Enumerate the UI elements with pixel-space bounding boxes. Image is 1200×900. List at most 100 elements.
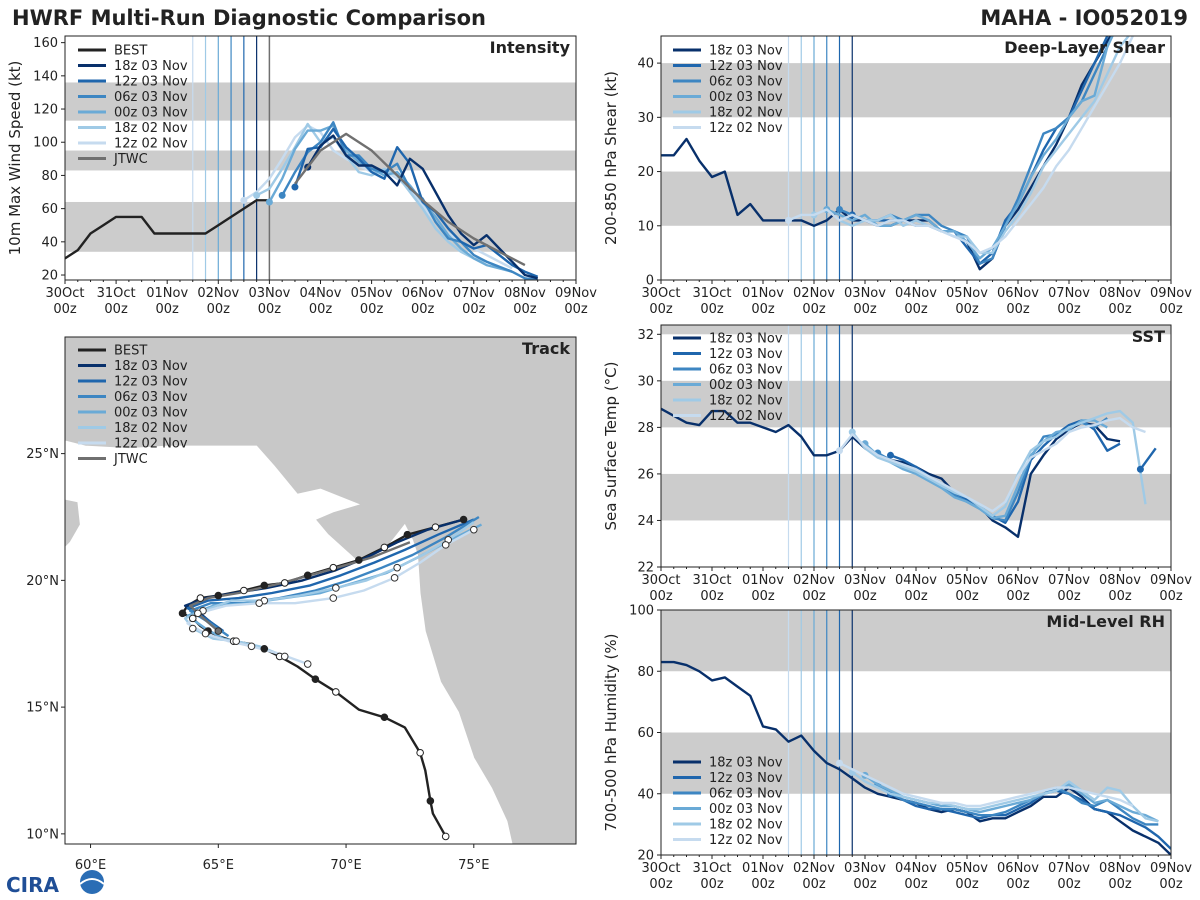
track-point-best <box>441 832 450 841</box>
track-point-12z-02-nov <box>194 609 202 618</box>
shaded-band-0 <box>661 732 1171 794</box>
y-tick-label: 0 <box>646 274 654 289</box>
rh-panel: 30Oct00z31Oct00z01Nov00z02Nov00z03Nov00z… <box>602 604 1192 893</box>
y-tick-label: 30 <box>637 374 654 389</box>
x-tick-label: 01Nov <box>742 573 784 588</box>
x-tick-label: 09Nov <box>1150 286 1192 301</box>
track-point-18z-02-nov <box>232 637 240 646</box>
series-line-18z-02-nov <box>851 771 1159 823</box>
y-tick-label: 40 <box>637 787 654 802</box>
legend-label-18z-03-nov: 18z 03 Nov <box>709 332 783 347</box>
track-point-18z-02-nov <box>188 624 197 633</box>
legend-label-jtwc: JTWC <box>113 452 148 467</box>
x-tick-label: 06Nov <box>997 573 1039 588</box>
y-tick-label: 20 <box>637 849 654 864</box>
shaded-band-1 <box>661 610 1171 672</box>
x-tick-label: 31Oct <box>692 286 731 301</box>
x-tick-label: 30Oct <box>45 286 84 301</box>
panel-title: Mid-Level RH <box>1046 612 1165 631</box>
legend-label-00z-03-nov: 00z 03 Nov <box>114 106 188 121</box>
y-axis-label: 10m Max Wind Speed (kt) <box>6 61 24 256</box>
track-point-12z-02-nov <box>201 629 210 638</box>
y-tick-label: 20 <box>41 269 58 284</box>
y-tick-label: 120 <box>33 103 58 118</box>
track-point-best <box>303 571 312 580</box>
x-tick-label: 00z <box>853 589 877 604</box>
x-tick-label: 02Nov <box>793 861 835 876</box>
x-tick-label: 06Nov <box>997 861 1039 876</box>
y-tick-label: 40 <box>41 235 58 250</box>
y-tick-label: 140 <box>33 69 58 84</box>
x-tick-label: 04Nov <box>895 573 937 588</box>
track-point-best <box>431 523 440 531</box>
panel-title: Deep-Layer Shear <box>1004 38 1165 57</box>
y-tick-label: 20 <box>637 165 654 180</box>
x-tick-label: 30Oct <box>641 286 680 301</box>
x-tick-label: 08Nov <box>1099 861 1141 876</box>
legend-label-12z-03-nov: 12z 03 Nov <box>709 347 783 362</box>
track-point-12z-02-nov <box>470 525 478 534</box>
series-start-marker-06z-03-nov <box>836 206 843 214</box>
series-line-18z-02-nov <box>851 409 1147 517</box>
x-tick-label: 01Nov <box>146 286 188 301</box>
x-tick-label: 00z <box>1159 302 1183 317</box>
series-start-marker-12z-02-nov <box>240 196 248 204</box>
x-tick-label: 30Oct <box>641 861 680 876</box>
x-tick-label: 01Nov <box>742 286 784 301</box>
y-tick-label: 100 <box>33 136 58 151</box>
y-tick-label: 80 <box>637 665 654 680</box>
x-tick-label: 07Nov <box>1048 286 1090 301</box>
track-point-best <box>355 556 363 564</box>
x-tick-label: 00z <box>802 302 826 317</box>
shaded-band-2 <box>661 325 1171 335</box>
figure-title: HWRF Multi-Run Diagnostic Comparison <box>12 6 486 30</box>
lon-tick-label: 65°E <box>203 858 234 873</box>
x-tick-label: 04Nov <box>300 286 342 301</box>
track-point-12z-02-nov <box>247 642 256 651</box>
logo-swoosh-icon <box>79 878 105 885</box>
x-tick-label: 06Nov <box>997 286 1039 301</box>
legend-label-12z-03-nov: 12z 03 Nov <box>114 75 188 90</box>
track-point-best <box>380 543 389 552</box>
plot-area <box>661 610 1171 855</box>
series-start-marker-00z-03-nov <box>265 198 273 206</box>
track-point-best <box>426 797 435 805</box>
track-point-best <box>403 530 412 539</box>
lon-tick-label: 75°E <box>458 858 489 873</box>
x-tick-label: 31Oct <box>692 861 731 876</box>
x-tick-label: 00z <box>700 589 724 604</box>
x-tick-label: 00z <box>1057 877 1081 892</box>
lat-tick-label: 10°N <box>26 827 59 842</box>
x-tick-label: 01Nov <box>742 861 784 876</box>
plot-area <box>661 325 1171 567</box>
x-tick-label: 07Nov <box>1048 861 1090 876</box>
x-tick-label: 03Nov <box>844 861 886 876</box>
series-start-marker-12z-03-nov <box>887 451 894 459</box>
x-tick-label: 00z <box>649 877 673 892</box>
series-line-12z-02-nov <box>788 36 1134 255</box>
series-line-12z-02-nov <box>838 762 1134 808</box>
logo-globe-icon <box>80 870 104 894</box>
legend-label-12z-02-nov: 12z 02 Nov <box>709 121 783 136</box>
land-mass-1 <box>65 498 81 548</box>
track-point-18z-02-nov <box>393 563 401 572</box>
y-tick-label: 10 <box>637 219 654 234</box>
series-start-marker-12z-02-nov <box>836 759 843 767</box>
logo-text: CIRA <box>6 873 60 897</box>
x-tick-label: 00z <box>700 302 724 317</box>
x-tick-label: 00z <box>564 302 588 317</box>
series-start-marker-18z-02-nov <box>848 428 856 436</box>
legend-label-06z-03-nov: 06z 03 Nov <box>709 787 783 802</box>
x-tick-label: 00z <box>258 302 282 317</box>
x-tick-label: 00z <box>904 877 928 892</box>
panel-title: Track <box>522 339 570 358</box>
shaded-band-2 <box>65 82 576 121</box>
y-tick-label: 60 <box>637 726 654 741</box>
legend-label-18z-02-nov: 18z 02 Nov <box>114 421 188 436</box>
x-tick-label: 00z <box>751 302 775 317</box>
track-point-best <box>416 748 424 757</box>
track-point-best <box>260 581 269 590</box>
shaded-band-0 <box>661 473 1171 521</box>
x-tick-label: 00z <box>411 302 435 317</box>
legend-label-18z-02-nov: 18z 02 Nov <box>709 394 783 409</box>
